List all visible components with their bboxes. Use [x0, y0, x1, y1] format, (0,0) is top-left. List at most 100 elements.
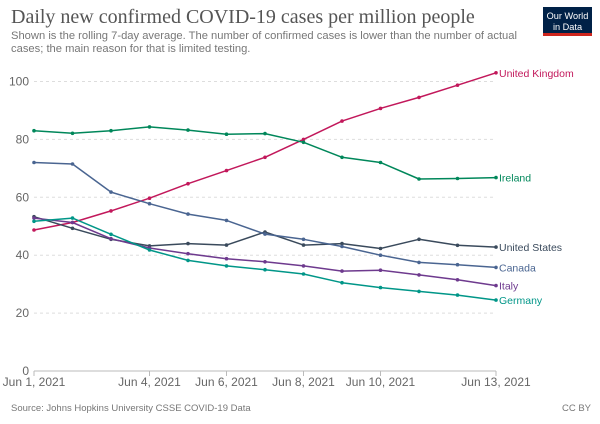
- chart-subtitle: Shown is the rolling 7-day average. The …: [11, 30, 517, 55]
- x-tick-label-13: Jun 13, 2021: [461, 375, 531, 389]
- point-ireland-13: [494, 175, 498, 180]
- point-germany-7: [263, 267, 267, 272]
- point-united-kingdom-3: [109, 209, 113, 213]
- point-canada-12: [455, 262, 460, 267]
- series-germany: [32, 216, 498, 302]
- point-germany-2: [70, 216, 75, 220]
- y-tick-label-100: 100: [9, 74, 29, 88]
- point-ireland-6: [224, 132, 229, 136]
- point-germany-12: [455, 293, 460, 297]
- point-italy-13: [494, 283, 498, 288]
- point-canada-2: [70, 162, 75, 166]
- point-ireland-3: [109, 128, 113, 133]
- point-italy-12: [455, 278, 460, 282]
- y-tick-label-60: 60: [16, 190, 30, 204]
- y-tick-label-0: 0: [22, 364, 29, 378]
- chart-title: Daily new confirmed COVID-19 cases per m…: [11, 6, 475, 28]
- point-germany-11: [417, 289, 421, 294]
- series-ireland: [32, 125, 498, 181]
- point-united-states-5: [186, 241, 190, 246]
- point-canada-5: [186, 212, 190, 216]
- point-italy-3: [109, 236, 113, 241]
- point-germany-3: [109, 232, 113, 237]
- point-italy-2: [70, 220, 75, 225]
- point-ireland-7: [263, 131, 267, 136]
- point-germany-4: [147, 248, 152, 252]
- point-canada-1: [32, 160, 36, 165]
- point-germany-10: [378, 285, 383, 290]
- line-italy: [33, 217, 497, 287]
- source-note: Source: Johns Hopkins University CSSE CO…: [11, 403, 251, 414]
- point-canada-13: [494, 265, 498, 270]
- point-united-kingdom-1: [32, 228, 36, 232]
- point-united-kingdom-8: [301, 137, 306, 142]
- label-united-states: United States: [499, 242, 562, 254]
- series-united-kingdom: [32, 71, 498, 232]
- point-italy-6: [224, 256, 229, 261]
- point-united-kingdom-11: [417, 95, 421, 100]
- point-canada-11: [417, 260, 421, 265]
- point-canada-10: [378, 253, 383, 257]
- line-united-kingdom: [33, 72, 497, 231]
- point-ireland-5: [186, 128, 190, 132]
- point-ireland-11: [417, 177, 421, 181]
- point-germany-9: [340, 280, 344, 285]
- point-germany-1: [32, 219, 36, 224]
- series-labels: United Kingdom Ireland United States Canada…: [499, 68, 574, 307]
- point-united-kingdom-12: [455, 83, 460, 87]
- logo-line-2: in Data: [552, 22, 583, 32]
- point-united-states-9: [340, 241, 344, 246]
- owid-logo[interactable]: Our World in Data: [543, 7, 592, 36]
- label-germany: Germany: [499, 295, 543, 307]
- y-tick-label-80: 80: [16, 132, 30, 146]
- point-canada-7: [263, 232, 267, 236]
- x-tick-label-4: Jun 4, 2021: [118, 375, 181, 389]
- point-ireland-4: [147, 125, 152, 129]
- point-united-kingdom-5: [186, 181, 190, 186]
- point-ireland-8: [301, 140, 306, 145]
- gridlines: [34, 80, 496, 372]
- point-united-kingdom-4: [147, 196, 152, 200]
- point-canada-9: [340, 244, 344, 249]
- point-ireland-12: [455, 176, 460, 181]
- point-united-states-8: [301, 243, 306, 247]
- point-united-kingdom-6: [224, 168, 229, 173]
- label-ireland: Ireland: [499, 173, 531, 185]
- series-lines: [32, 71, 498, 302]
- x-axis: Jun 1, 2021 Jun 4, 2021 Jun 6, 2021 Jun 8, …: [3, 371, 531, 389]
- point-germany-13: [494, 298, 498, 302]
- point-ireland-2: [70, 131, 75, 136]
- point-ireland-10: [378, 160, 383, 165]
- point-united-states-12: [455, 243, 460, 248]
- point-united-kingdom-13: [494, 71, 498, 75]
- label-italy: Italy: [499, 281, 519, 293]
- point-italy-7: [263, 260, 267, 264]
- label-canada: Canada: [499, 262, 536, 274]
- point-united-kingdom-10: [378, 106, 383, 111]
- point-canada-3: [109, 190, 113, 194]
- point-italy-10: [378, 268, 383, 273]
- point-united-states-13: [494, 245, 498, 249]
- series-italy: [32, 216, 498, 288]
- point-italy-1: [32, 216, 36, 220]
- point-canada-6: [224, 218, 229, 223]
- license-link[interactable]: CC BY: [561, 403, 591, 414]
- x-tick-label-10: Jun 10, 2021: [346, 375, 416, 389]
- point-united-states-2: [70, 226, 75, 231]
- x-tick-label-6: Jun 6, 2021: [195, 375, 258, 389]
- point-ireland-1: [32, 128, 36, 133]
- point-united-kingdom-9: [340, 119, 344, 123]
- series-canada: [32, 160, 498, 270]
- point-ireland-9: [340, 155, 344, 160]
- logo-line-1: Our World: [546, 11, 589, 21]
- point-canada-4: [147, 201, 152, 206]
- point-united-states-6: [224, 243, 229, 247]
- y-axis: 0 20 40 60 80 100: [9, 74, 29, 378]
- point-germany-8: [301, 272, 306, 276]
- point-italy-5: [186, 251, 190, 256]
- point-italy-9: [340, 269, 344, 273]
- point-canada-8: [301, 237, 306, 242]
- label-united-kingdom: United Kingdom: [499, 68, 574, 80]
- y-tick-label-40: 40: [16, 248, 30, 262]
